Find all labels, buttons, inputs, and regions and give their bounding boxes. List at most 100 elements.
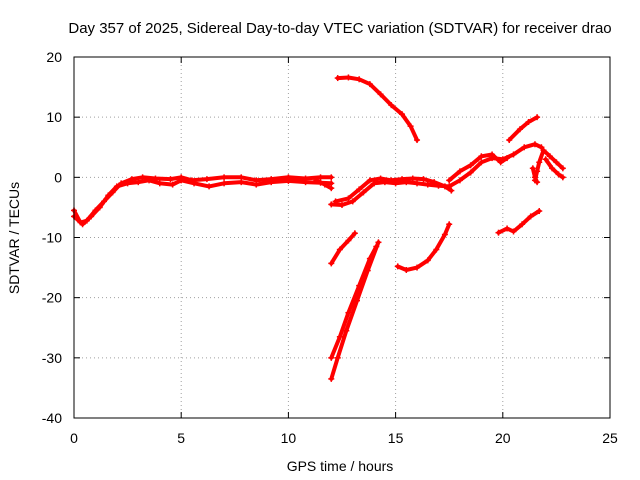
y-tick-labels: 20 10 0 -10 -20 -30 -40 [42, 49, 62, 426]
data-point [549, 165, 556, 172]
data-point [328, 201, 335, 208]
data-point [373, 243, 380, 250]
x-axis-label: GPS time / hours [287, 458, 394, 474]
data-point [431, 179, 438, 186]
data-point [366, 255, 373, 262]
data-point [424, 257, 431, 264]
y-axis-label: SDTVAR / TECUs [6, 182, 22, 294]
data-point [113, 183, 120, 190]
data-point [399, 111, 406, 118]
data-point [360, 189, 367, 196]
series-line-8 [329, 244, 379, 360]
data-point [407, 123, 414, 130]
series-line-7 [329, 240, 381, 381]
data-point [420, 176, 427, 183]
data-point [343, 327, 350, 334]
data-point [328, 375, 335, 382]
x-tick-labels: 0 5 10 15 20 25 [70, 430, 618, 446]
x-tick-label: 20 [495, 430, 511, 446]
data-point [467, 169, 474, 176]
x-tick-label: 10 [281, 430, 297, 446]
data-point [238, 179, 245, 186]
x-tick-label: 15 [388, 430, 404, 446]
y-tick-label: -20 [42, 290, 62, 306]
data-point [345, 237, 352, 244]
data-point [356, 186, 363, 193]
data-point [559, 165, 566, 172]
data-point [285, 177, 292, 184]
data-point [96, 204, 103, 211]
data-point [332, 198, 339, 205]
data-point [559, 174, 566, 181]
data-point [79, 221, 86, 228]
data-point [203, 176, 210, 183]
chart-title: Day 357 of 2025, Sidereal Day-to-day VTE… [68, 20, 611, 37]
data-point [375, 239, 382, 246]
data-point [538, 144, 545, 151]
data-point [489, 151, 496, 158]
data-point [448, 187, 455, 194]
data-point [146, 177, 153, 184]
data-point [394, 263, 401, 270]
data-point [456, 168, 463, 175]
series-line-3 [335, 75, 419, 142]
data-point [388, 102, 395, 109]
data-point [206, 183, 213, 190]
data-point [467, 162, 474, 169]
data-point [356, 76, 363, 83]
data-point [555, 171, 562, 178]
data-point [527, 213, 534, 220]
data-point [366, 81, 373, 88]
data-point [336, 333, 343, 340]
data-point [328, 354, 335, 361]
y-tick-label: -10 [42, 230, 62, 246]
data-point [349, 198, 356, 205]
data-point [356, 282, 363, 289]
data-point [497, 159, 504, 166]
data-point [414, 264, 421, 271]
y-tick-label: 10 [46, 109, 62, 125]
data-point [339, 202, 345, 209]
data-point [377, 91, 384, 98]
data-point [334, 75, 341, 82]
data-point [334, 354, 341, 361]
data-point [345, 195, 352, 202]
data-point [414, 180, 421, 187]
data-point [529, 165, 536, 172]
x-tick-label: 25 [602, 430, 618, 446]
axis-ticks [73, 56, 611, 419]
data-point [478, 159, 485, 166]
data-point [495, 229, 502, 236]
x-tick-label: 0 [70, 430, 78, 446]
y-tick-label: 20 [46, 49, 62, 65]
data-point [345, 74, 352, 81]
data-point [516, 126, 523, 133]
data-point [478, 153, 485, 160]
data-point [221, 174, 228, 181]
data-point [321, 181, 328, 188]
data-point [328, 174, 335, 181]
data-point [268, 179, 275, 186]
data-point [345, 309, 352, 316]
data-point [105, 192, 112, 199]
data-point [525, 118, 532, 125]
data-point [546, 153, 553, 160]
data-point [399, 176, 406, 183]
data-point [536, 159, 543, 166]
data-point [313, 177, 320, 184]
data-point [504, 225, 511, 232]
data-point [510, 151, 517, 158]
data-point [388, 177, 395, 184]
data-point [531, 141, 538, 148]
data-point [553, 159, 560, 166]
data-point [328, 260, 335, 267]
data-point [504, 155, 511, 162]
data-point [302, 179, 309, 186]
x-tick-label: 5 [177, 430, 185, 446]
data-point [169, 181, 176, 188]
data-point [88, 213, 95, 220]
data-point [328, 185, 335, 192]
data-point [441, 183, 448, 190]
data-point [433, 246, 440, 253]
